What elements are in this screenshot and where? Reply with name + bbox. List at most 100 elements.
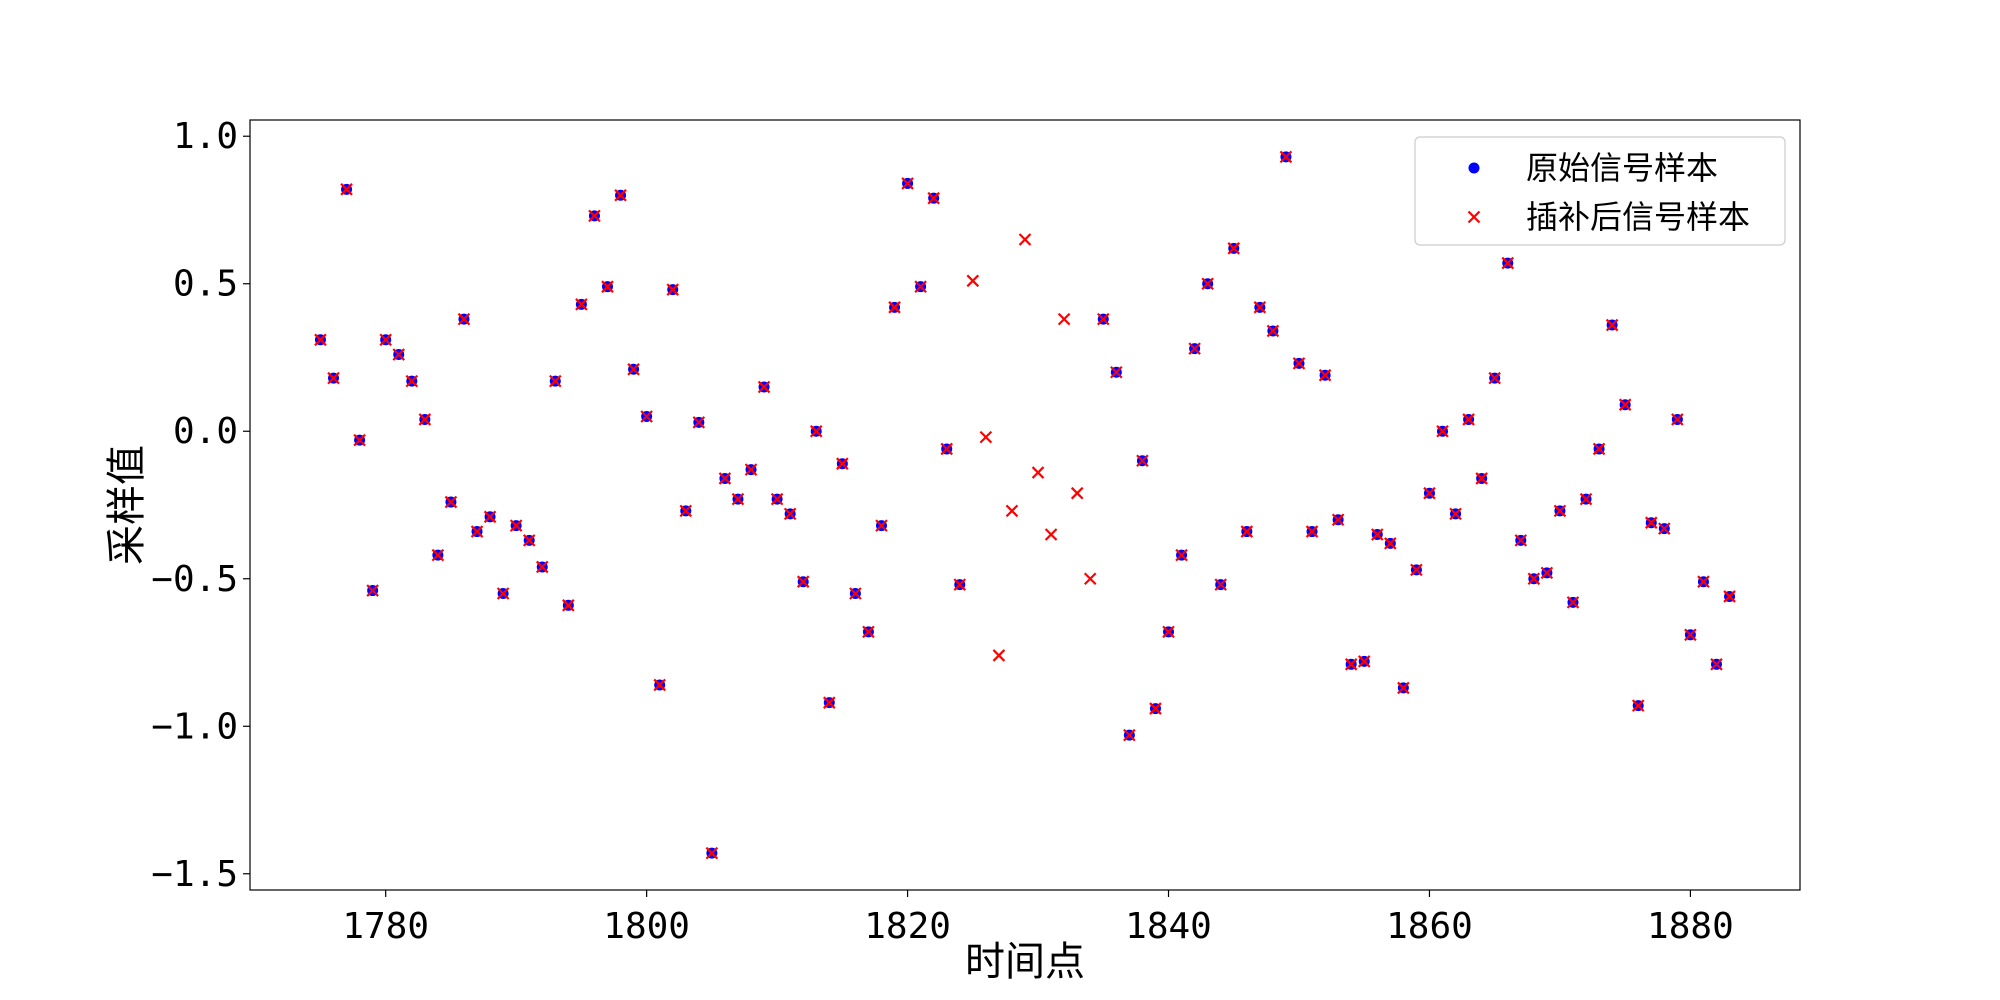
data-point-imputed (1305, 525, 1319, 538)
data-point-imputed (614, 188, 627, 202)
data-point-imputed (327, 371, 340, 385)
data-point-imputed (718, 472, 732, 485)
data-point-imputed (483, 510, 497, 524)
data-point-imputed (1331, 513, 1345, 527)
data-point-imputed (1462, 413, 1475, 426)
data-point-imputed (1566, 596, 1580, 609)
legend-box (1414, 136, 1786, 246)
data-point-imputed (692, 416, 706, 429)
data-point-imputed (992, 649, 1006, 662)
data-point-imputed (757, 380, 771, 394)
data-point-imputed (849, 587, 862, 600)
data-point-imputed (914, 280, 927, 293)
data-point-imputed (1618, 398, 1632, 411)
data-point-imputed (562, 599, 575, 612)
y-tick-label: −1.0 (151, 706, 238, 747)
data-point-imputed (1527, 572, 1541, 586)
data-point-imputed (888, 301, 901, 314)
data-point-imputed (1031, 466, 1045, 479)
x-tick-label: 1820 (864, 906, 951, 947)
data-point-imputed (862, 625, 875, 639)
data-point-imputed (1018, 233, 1032, 246)
data-point-imputed (444, 495, 458, 509)
data-point-imputed (640, 410, 653, 423)
data-point-imputed (1344, 658, 1358, 671)
legend-label-original: 原始信号样本 (1526, 149, 1718, 187)
data-point-imputed (340, 183, 353, 196)
data-point-imputed (509, 519, 523, 532)
data-point-imputed (353, 433, 366, 447)
data-point-imputed (1044, 528, 1058, 541)
data-point-imputed (1488, 371, 1501, 385)
plot-frame (249, 119, 1801, 891)
data-point-imputed (1540, 566, 1554, 580)
x-tick-label: 1840 (1125, 906, 1212, 947)
y-axis-label: 采样值 (104, 445, 150, 565)
data-point-imputed (392, 348, 406, 361)
data-point-imputed (1214, 578, 1227, 591)
data-point-imputed (1370, 528, 1384, 541)
data-point-imputed (1605, 318, 1619, 332)
data-point-imputed (379, 333, 392, 347)
y-tick-label: 1.0 (173, 116, 238, 157)
data-point-imputed (1227, 242, 1241, 255)
legend-x-icon (1467, 210, 1481, 224)
data-point-imputed (1318, 368, 1332, 382)
data-point-imputed (1070, 486, 1084, 500)
data-point-imputed (1201, 277, 1214, 291)
legend-marker-x (1467, 210, 1481, 224)
data-point-imputed (405, 374, 419, 388)
x-tick-label: 1780 (342, 906, 429, 947)
data-point-imputed (1175, 548, 1188, 562)
data-point-imputed (1723, 590, 1736, 603)
data-point-imputed (549, 374, 562, 388)
legend: 原始信号样本 插补后信号样本 (1414, 136, 1786, 246)
data-point-imputed (1697, 575, 1710, 588)
data-point-imputed (1671, 413, 1684, 426)
data-point-imputed (1110, 365, 1123, 379)
data-point-imputed (1083, 572, 1097, 586)
data-point-imputed (601, 280, 614, 293)
data-point-imputed (1658, 522, 1671, 535)
data-point-imputed (940, 442, 953, 456)
data-point-imputed (770, 492, 784, 506)
legend-circle-icon (1468, 162, 1480, 174)
data-point-imputed (431, 548, 445, 562)
data-point-imputed (1123, 728, 1136, 742)
data-point-imputed (588, 209, 601, 223)
data-point-imputed (1644, 516, 1658, 529)
data-point-imputed (1710, 658, 1723, 671)
data-point-imputed (522, 534, 536, 547)
data-point-imputed (1292, 357, 1306, 370)
data-point-imputed (1423, 486, 1436, 500)
y-tick-label: 0.5 (173, 264, 238, 305)
data-point-imputed (1553, 504, 1567, 518)
data-point-imputed (979, 430, 993, 444)
data-point-imputed (1631, 699, 1645, 712)
data-point-imputed (1410, 563, 1423, 577)
data-point-imputed (1240, 525, 1254, 538)
data-point-imputed (927, 191, 940, 205)
plot-area (250, 120, 1800, 890)
data-point-imputed (1188, 342, 1201, 355)
y-tick-label: −0.5 (151, 559, 238, 600)
legend-label-imputed: 插补后信号样本 (1526, 198, 1750, 236)
data-point-imputed (705, 846, 719, 860)
data-point-imputed (875, 519, 888, 532)
data-point-imputed (679, 504, 693, 518)
data-point-imputed (457, 312, 471, 326)
data-point-imputed (809, 424, 823, 438)
data-point-imputed (1136, 454, 1149, 468)
data-point-imputed (418, 413, 432, 426)
marks-layer (314, 150, 1736, 860)
data-point-imputed (1684, 628, 1697, 642)
data-point-imputed (366, 584, 379, 597)
x-axis-label: 时间点 (965, 939, 1085, 985)
data-point-imputed (1579, 492, 1593, 506)
data-point-imputed (1436, 424, 1449, 438)
data-point-imputed (744, 463, 758, 476)
y-tick-label: 0.0 (173, 411, 238, 452)
data-point-imputed (1384, 537, 1397, 550)
y-tick-label: −1.5 (151, 854, 238, 895)
